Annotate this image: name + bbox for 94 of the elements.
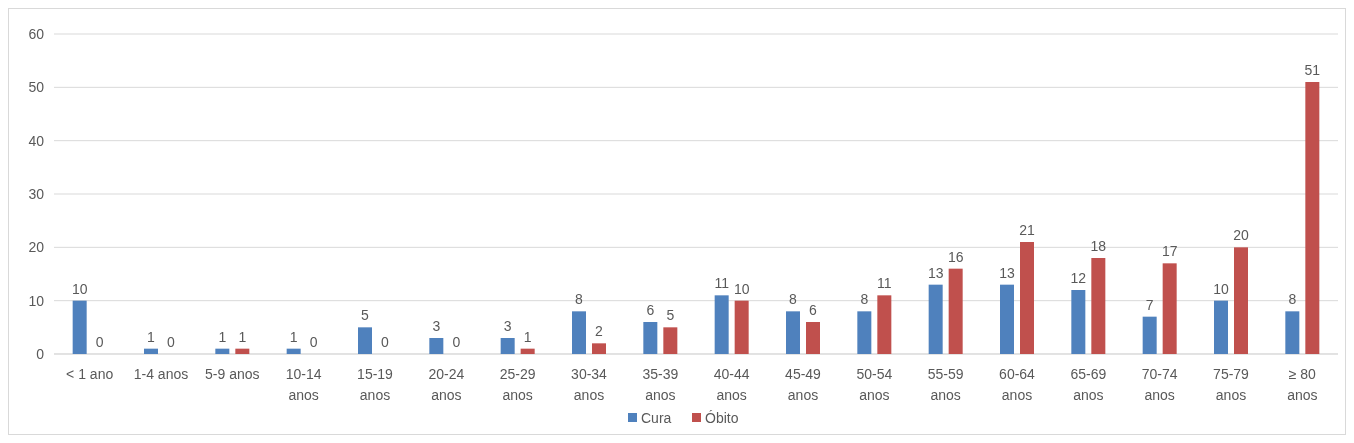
bar: [1020, 242, 1034, 354]
data-label: 21: [1019, 222, 1035, 238]
data-label: 2: [595, 323, 604, 340]
y-tick-label: 0: [36, 345, 45, 362]
x-tick-label: 10-14 anos: [285, 366, 322, 403]
data-label: 8: [860, 291, 869, 308]
bar: [786, 311, 800, 354]
bar: [643, 322, 658, 354]
bar: [1214, 300, 1228, 354]
x-tick-label: 25-29 anos: [499, 366, 536, 403]
data-label: 13: [927, 264, 944, 281]
bar: [72, 300, 87, 354]
legend-label: Óbito: [705, 409, 739, 426]
bar: [1071, 290, 1086, 354]
y-tick-label: 20: [28, 239, 45, 256]
x-tick-label: 40-44 anos: [713, 366, 750, 403]
bar: [572, 311, 586, 354]
bar: [1305, 82, 1320, 354]
bar: [948, 268, 963, 354]
data-label: 12: [1070, 270, 1087, 286]
data-label: 0: [452, 334, 461, 350]
x-tick-label: 45-49 anos: [785, 366, 822, 403]
bar: [1091, 258, 1106, 354]
x-tick-label: 55-59 anos: [927, 366, 964, 403]
bar: [663, 327, 678, 354]
x-tick-label: 30-34 anos: [571, 366, 608, 403]
data-label: 0: [309, 334, 318, 350]
x-tick-label: 70-74 anos: [1141, 366, 1178, 403]
data-label: 11: [877, 275, 892, 292]
bar: [215, 348, 230, 354]
data-label: 1: [523, 328, 532, 345]
data-label: 51: [1304, 62, 1321, 78]
bar: [1234, 247, 1248, 354]
bar: [520, 348, 535, 354]
y-tick-label: 50: [28, 79, 45, 96]
data-label: 8: [575, 291, 584, 308]
data-label: 5: [361, 307, 370, 324]
x-tick-label: < 1 ano: [66, 366, 114, 382]
data-label: 13: [999, 264, 1015, 281]
x-tick-label: 1-4 anos: [133, 366, 189, 382]
x-tick-label: 35-39 anos: [642, 366, 679, 403]
data-label: 6: [646, 302, 655, 318]
data-label: 10: [1213, 280, 1229, 297]
data-label: 0: [381, 334, 390, 350]
data-label: 1: [218, 328, 227, 345]
x-tick-label: 50-54 anos: [856, 366, 893, 403]
bar: [877, 295, 892, 354]
data-label: 3: [503, 318, 512, 334]
bar: [857, 311, 872, 354]
x-tick-label: 75-79 anos: [1213, 366, 1250, 403]
bar: [235, 348, 250, 354]
x-tick-label: 15-19 anos: [357, 366, 394, 403]
data-label: 10: [71, 280, 88, 297]
x-tick-label: 60-64 anos: [999, 366, 1036, 403]
data-label: 20: [1233, 227, 1249, 244]
bar: [1285, 311, 1300, 354]
y-tick-label: 10: [28, 292, 45, 309]
data-label: 11: [714, 275, 730, 292]
data-label: 7: [1145, 296, 1154, 313]
y-tick-label: 60: [28, 25, 45, 42]
data-label: 3: [432, 318, 441, 334]
bar: [1162, 263, 1177, 354]
bar: [286, 348, 301, 354]
data-label: 8: [1288, 291, 1297, 308]
bar: [1000, 284, 1014, 354]
data-label: 16: [947, 248, 964, 265]
data-label: 1: [147, 328, 156, 345]
data-label: 0: [167, 334, 176, 350]
bar: [144, 348, 158, 354]
y-tick-label: 40: [28, 132, 45, 149]
bar: [429, 338, 444, 354]
data-label: 1: [289, 328, 298, 345]
data-label: 5: [666, 307, 675, 324]
bar: [714, 295, 729, 354]
data-label: 10: [733, 280, 750, 297]
bar: [358, 327, 372, 354]
data-label: 8: [789, 291, 798, 308]
bar: [592, 343, 606, 354]
x-tick-label: 65-69 anos: [1070, 366, 1107, 403]
bar: [500, 338, 515, 354]
y-tick-label: 30: [28, 185, 45, 202]
data-label: 18: [1090, 238, 1107, 254]
data-label: 6: [809, 302, 818, 318]
bar: [928, 284, 943, 354]
x-tick-label: ≥ 80 anos: [1287, 366, 1318, 403]
x-tick-label: 20-24 anos: [428, 366, 465, 403]
data-label: 17: [1161, 243, 1178, 260]
x-tick-label: 5-9 anos: [205, 366, 260, 382]
data-label: 1: [238, 328, 247, 345]
bar: [1142, 316, 1157, 354]
bar: [806, 322, 820, 354]
legend-label: Cura: [641, 409, 672, 426]
data-label: 0: [95, 334, 104, 350]
bar: [734, 300, 749, 354]
